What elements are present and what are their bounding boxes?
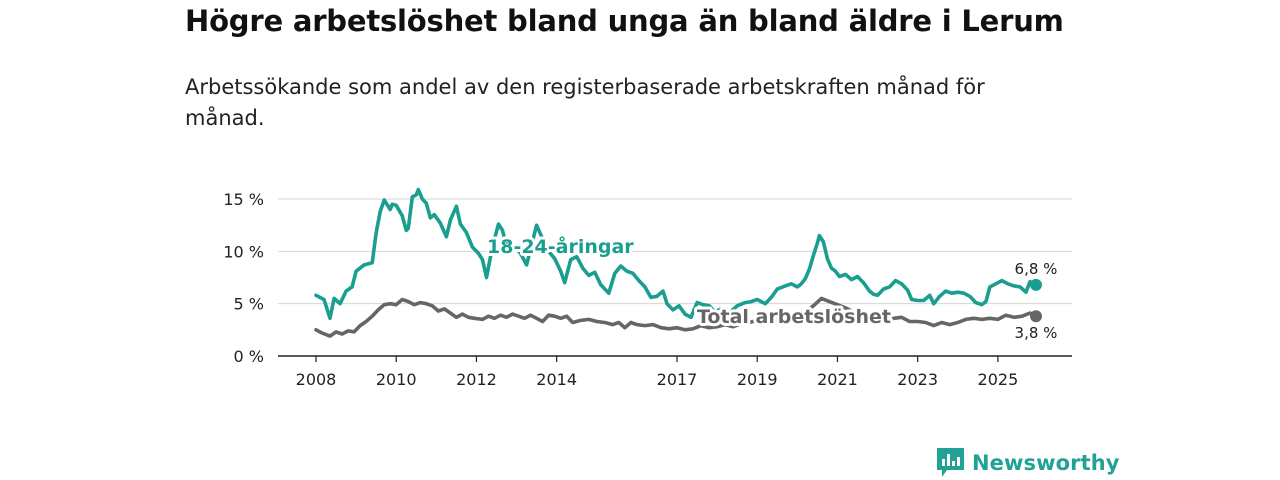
x-tick-label: 2019	[737, 370, 778, 389]
newsworthy-logo-icon	[937, 448, 964, 477]
end-value-label-youth: 6,8 %	[1015, 260, 1058, 278]
brand-name: Newsworthy	[972, 451, 1120, 475]
y-axis-ticks: 0 % 5 % 10 % 15 %	[223, 190, 264, 366]
y-tick-label: 15 %	[223, 190, 264, 209]
y-tick-label: 0 %	[234, 347, 264, 366]
series-endpoint-total	[1030, 310, 1042, 323]
gridlines	[278, 198, 1072, 305]
end-value-label-total: 3,8 %	[1015, 324, 1058, 342]
x-tick-label: 2010	[376, 370, 417, 389]
annotations: 18-24-åringar Total arbetslöshet 6,8 % 3,8 …	[484, 231, 1059, 344]
x-tick-label: 2014	[536, 370, 577, 389]
series-lines	[314, 187, 1042, 338]
series-endpoint-youth	[1030, 278, 1042, 291]
x-tick-label: 2012	[456, 370, 497, 389]
y-tick-label: 5 %	[234, 295, 264, 314]
chart-subtitle: Arbetssökande som andel av den registerb…	[185, 75, 985, 130]
series-label-total: Total arbetslöshet	[697, 306, 891, 328]
x-axis-ticks: 2008 2010 2012 2014 2017 2019 2021 2023 2025	[296, 356, 1019, 389]
y-tick-label: 10 %	[223, 242, 264, 261]
series-line-total	[314, 296, 1038, 338]
newsworthy-brand[interactable]: Newsworthy	[937, 448, 1120, 478]
x-tick-label: 2023	[897, 370, 938, 389]
chart-title: Högre arbetslöshet bland unga än bland ä…	[185, 4, 1064, 38]
series-line-youth	[314, 187, 1038, 321]
x-tick-label: 2025	[978, 370, 1019, 389]
x-tick-label: 2021	[817, 370, 858, 389]
x-tick-label: 2017	[657, 370, 698, 389]
x-tick-label: 2008	[296, 370, 337, 389]
series-label-youth: 18-24-åringar	[487, 234, 634, 258]
